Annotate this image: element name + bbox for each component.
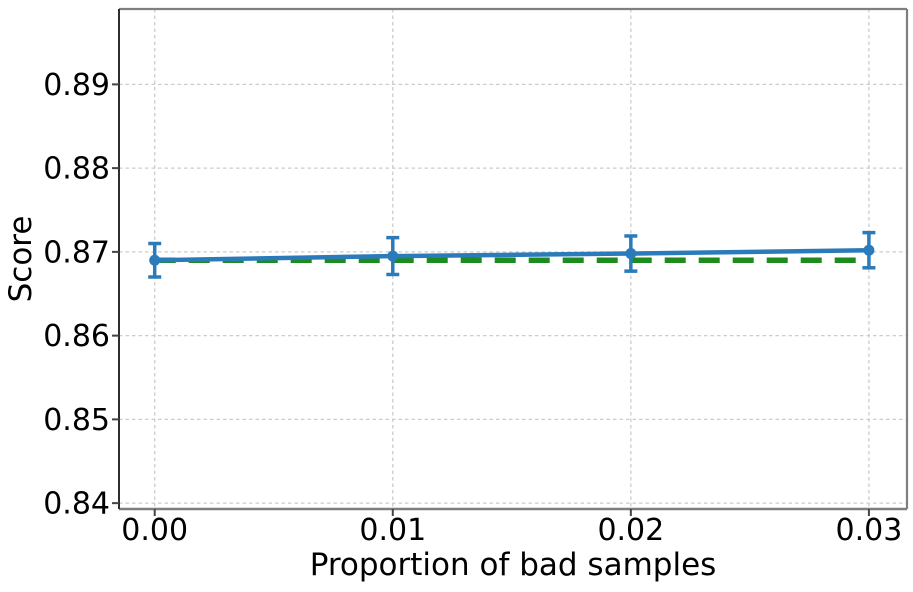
data-point-marker: [387, 250, 399, 262]
x-axis-label: Proportion of bad samples: [310, 547, 717, 583]
data-point-marker: [149, 254, 161, 266]
x-tick-label: 0.03: [836, 513, 903, 548]
score-series-line: [152, 247, 872, 263]
x-tick-label: 0.00: [121, 513, 188, 548]
y-tick-label: 0.88: [43, 152, 110, 187]
axes-layer: [112, 7, 909, 516]
y-tick-label: 0.84: [43, 487, 110, 522]
y-tick-label: 0.85: [43, 403, 110, 438]
tick-label-layer: 0.00 0.01 0.02 0.03 0.84 0.85 0.86 0.87 0.88 0.89: [43, 68, 902, 548]
data-point-marker: [863, 244, 875, 256]
x-tick-label: 0.01: [359, 513, 426, 548]
y-tick-label: 0.86: [43, 319, 110, 354]
y-axis-label: Score: [3, 216, 39, 303]
data-point-marker: [625, 248, 637, 260]
x-tick-label: 0.02: [597, 513, 664, 548]
y-tick-label: 0.89: [43, 68, 110, 103]
series-layer: [148, 230, 876, 279]
y-tick-label: 0.87: [43, 235, 110, 270]
